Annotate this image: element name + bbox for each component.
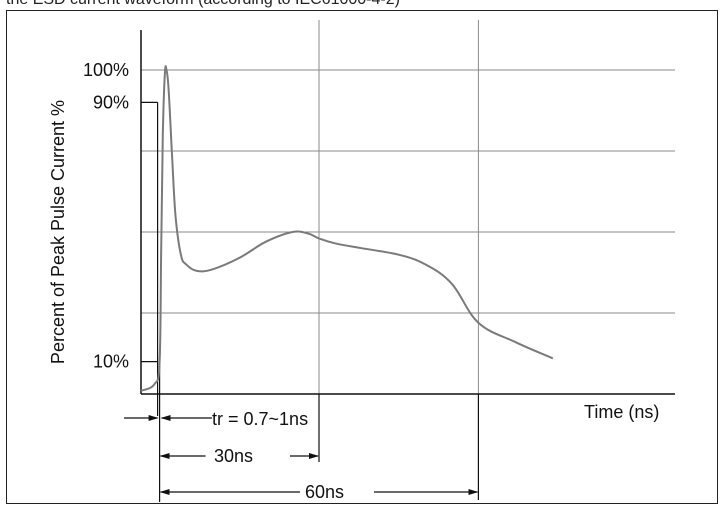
header-fragment-text: the ESD current waveform (according to I… [6, 0, 400, 9]
y-tick-label: 100% [83, 60, 129, 80]
rise-time-label: tr = 0.7~1ns [212, 409, 308, 429]
dimension-markers [124, 415, 479, 495]
y-tick-labels: 100% 90% 10% [83, 60, 129, 372]
waveform-line [140, 65, 554, 392]
x-axis-label: Time (ns) [584, 402, 659, 422]
span-60ns-label: 60ns [305, 482, 344, 502]
y-tick-label: 10% [93, 352, 129, 372]
y-tick-label: 90% [93, 92, 129, 112]
figure-frame [6, 10, 718, 504]
span-30ns-label: 30ns [214, 446, 253, 466]
grid [141, 20, 675, 394]
header-fragment: the ESD current waveform (according to I… [0, 0, 726, 10]
y-axis-label: Percent of Peak Pulse Current % [48, 100, 68, 364]
axes [140, 30, 675, 502]
